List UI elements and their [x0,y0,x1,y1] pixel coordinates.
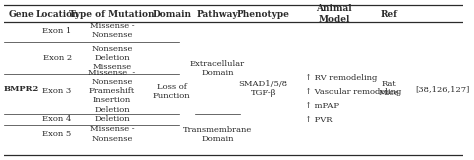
Text: Loss of
Function: Loss of Function [153,83,191,100]
Text: Phenotype: Phenotype [237,10,290,19]
Text: BMPR2: BMPR2 [4,85,39,93]
Text: Exon 5: Exon 5 [43,130,72,138]
Text: ↑ Vascular remodeling: ↑ Vascular remodeling [304,88,401,96]
Text: Exon 4: Exon 4 [42,115,72,123]
Text: [38,126,127]: [38,126,127] [415,85,469,93]
Text: Nonsense
Deletion
Missense: Nonsense Deletion Missense [91,45,133,71]
Text: ↑ mPAP: ↑ mPAP [304,102,338,110]
Text: Transmembrane
Domain: Transmembrane Domain [183,126,252,143]
Text: Extracellular
Domain: Extracellular Domain [190,60,245,77]
Text: ↑ PVR: ↑ PVR [304,116,332,124]
Text: Missense  -
Nonsense
Frameshift
Insertion
Deletion: Missense - Nonsense Frameshift Insertion… [89,69,136,113]
Text: SMAD1/5/8
TGF-β: SMAD1/5/8 TGF-β [239,80,288,97]
Text: Ref: Ref [381,10,398,19]
Text: Exon 3: Exon 3 [43,87,72,95]
Text: Deletion: Deletion [94,115,130,123]
Text: Rat
Mice: Rat Mice [379,80,400,97]
Text: Exon 1: Exon 1 [43,27,72,35]
Text: Gene: Gene [9,10,35,19]
Text: Location: Location [35,10,79,19]
Text: Missense -
Nonsense: Missense - Nonsense [90,22,134,39]
Text: Type of Mutation: Type of Mutation [69,10,155,19]
Text: Missense -
Nonsense: Missense - Nonsense [90,125,134,143]
Text: Exon 2: Exon 2 [43,54,72,62]
Text: Animal
Model: Animal Model [317,4,352,24]
Text: ↑ RV remodeling: ↑ RV remodeling [304,74,377,82]
Text: Domain: Domain [152,10,191,19]
Text: Pathway: Pathway [197,10,238,19]
